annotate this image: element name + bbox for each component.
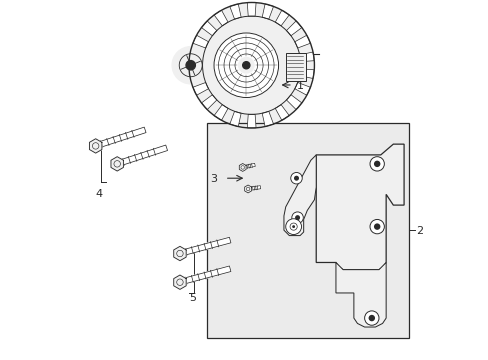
- Polygon shape: [229, 111, 241, 127]
- Circle shape: [242, 62, 249, 69]
- Polygon shape: [299, 52, 314, 62]
- Polygon shape: [247, 186, 260, 190]
- Polygon shape: [111, 157, 123, 171]
- Circle shape: [369, 157, 384, 171]
- Bar: [206, 123, 408, 338]
- Polygon shape: [262, 4, 273, 19]
- Polygon shape: [299, 69, 314, 78]
- Polygon shape: [192, 82, 208, 95]
- Polygon shape: [173, 246, 186, 261]
- Circle shape: [373, 161, 380, 167]
- Text: 2: 2: [415, 226, 422, 236]
- Polygon shape: [89, 139, 102, 153]
- Circle shape: [373, 224, 380, 230]
- Polygon shape: [179, 266, 230, 285]
- Polygon shape: [95, 127, 146, 149]
- Polygon shape: [284, 155, 316, 235]
- Circle shape: [238, 57, 254, 73]
- Polygon shape: [294, 82, 310, 95]
- Polygon shape: [286, 21, 301, 36]
- Circle shape: [293, 176, 298, 181]
- Circle shape: [364, 311, 378, 325]
- Circle shape: [185, 60, 195, 70]
- Circle shape: [188, 3, 314, 128]
- Polygon shape: [189, 69, 203, 78]
- FancyBboxPatch shape: [285, 53, 305, 81]
- Polygon shape: [214, 10, 227, 26]
- Circle shape: [172, 46, 209, 84]
- Polygon shape: [173, 275, 186, 289]
- Polygon shape: [189, 52, 203, 62]
- Polygon shape: [275, 105, 288, 120]
- Polygon shape: [201, 21, 217, 36]
- Polygon shape: [179, 237, 230, 256]
- Polygon shape: [214, 105, 227, 120]
- Circle shape: [292, 225, 294, 228]
- Polygon shape: [192, 35, 208, 48]
- Circle shape: [294, 215, 300, 220]
- Polygon shape: [275, 10, 288, 26]
- Text: 1: 1: [296, 81, 303, 91]
- Polygon shape: [262, 111, 273, 127]
- Polygon shape: [239, 163, 245, 171]
- Text: 5: 5: [188, 293, 196, 303]
- Circle shape: [291, 212, 303, 224]
- Circle shape: [290, 172, 302, 184]
- Polygon shape: [316, 144, 403, 270]
- Circle shape: [285, 219, 301, 234]
- Polygon shape: [335, 262, 386, 327]
- Text: 3: 3: [210, 174, 217, 184]
- Polygon shape: [116, 145, 167, 167]
- Circle shape: [214, 33, 278, 98]
- Polygon shape: [244, 185, 251, 193]
- Polygon shape: [229, 4, 241, 19]
- Polygon shape: [286, 95, 301, 109]
- Polygon shape: [294, 35, 310, 48]
- Polygon shape: [247, 3, 256, 16]
- Polygon shape: [201, 95, 217, 109]
- Text: 4: 4: [96, 189, 102, 199]
- Polygon shape: [247, 114, 256, 128]
- Circle shape: [368, 315, 374, 321]
- Polygon shape: [242, 163, 255, 169]
- Circle shape: [369, 220, 384, 234]
